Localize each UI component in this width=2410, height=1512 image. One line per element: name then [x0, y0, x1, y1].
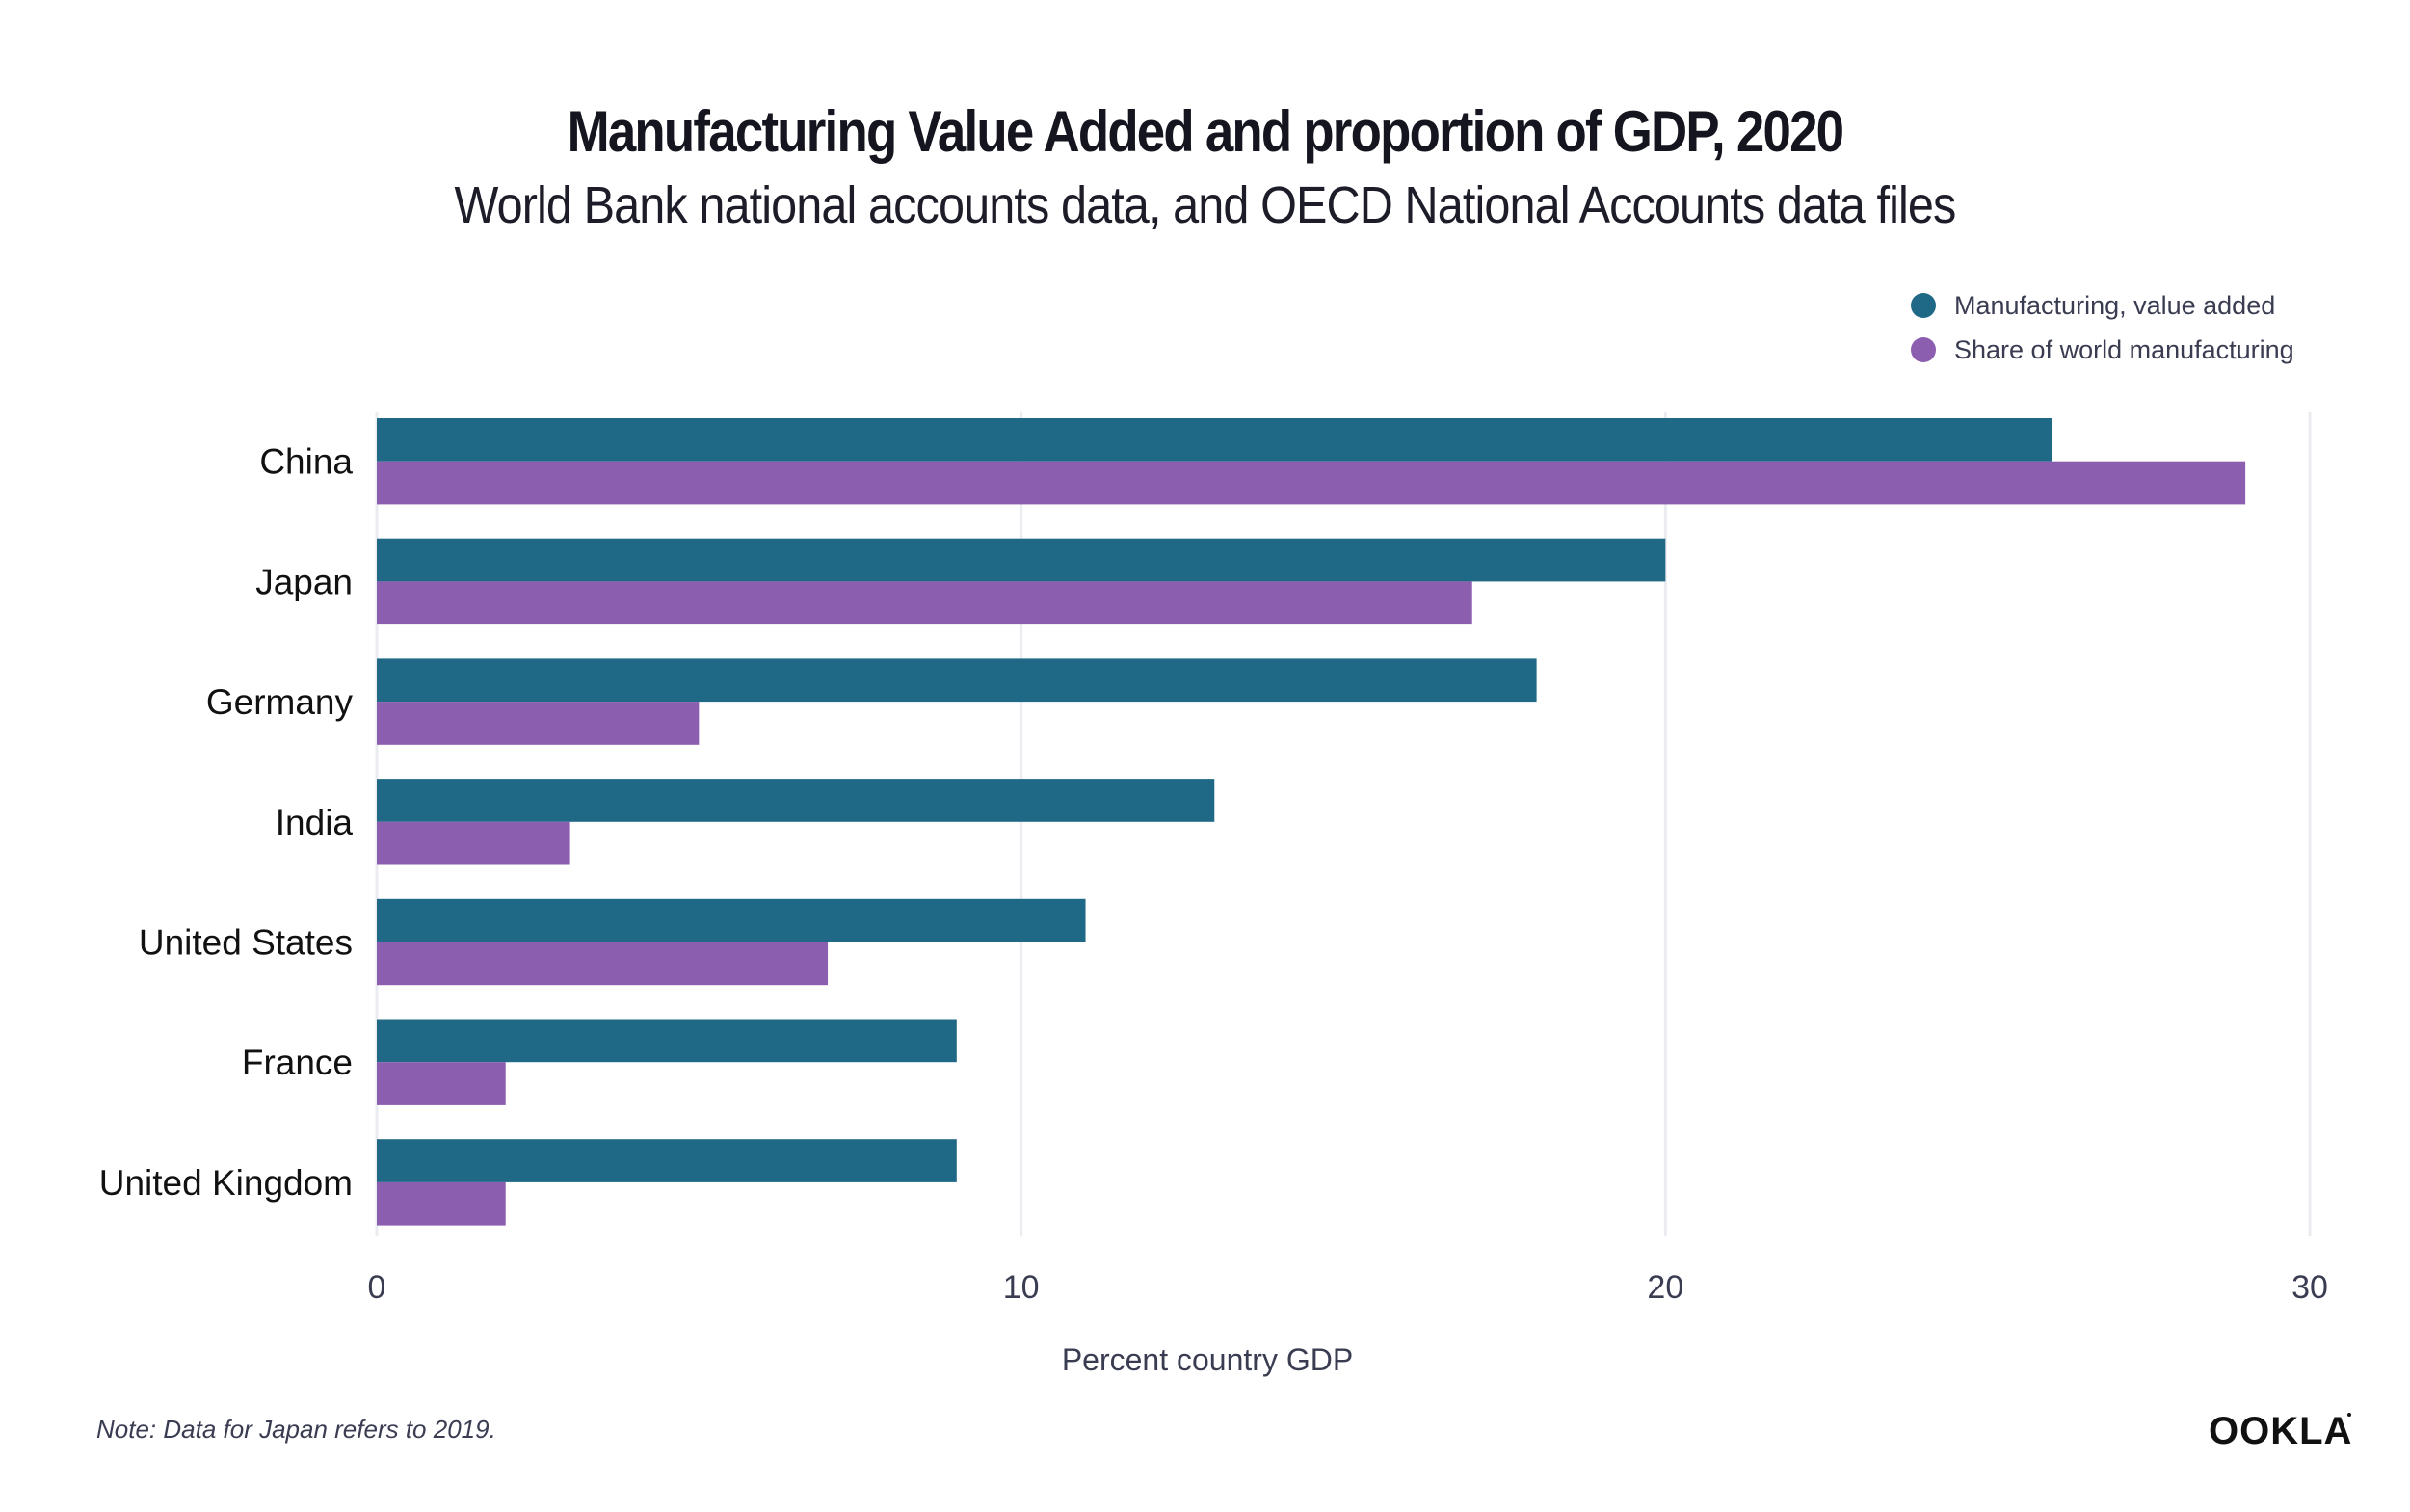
- bar-japan-series-0: [377, 538, 1666, 582]
- chart-subtitle: World Bank national accounts data, and O…: [454, 176, 1956, 234]
- x-axis-label: Percent country GDP: [1062, 1342, 1353, 1377]
- legend-item-manufacturing-value-added: Manufacturing, value added: [1911, 283, 2294, 328]
- legend-label: Share of world manufacturing: [1954, 334, 2294, 364]
- legend-swatch-icon: [1911, 293, 1936, 318]
- category-label: Japan: [255, 562, 353, 601]
- chart-title: Manufacturing Value Added and proportion…: [567, 99, 1844, 164]
- category-label: United Kingdom: [99, 1163, 353, 1203]
- bar-united-states-series-1: [377, 942, 829, 986]
- category-labels: China Japan Germany India United States Franc…: [99, 442, 354, 1203]
- bar-france-series-0: [377, 1019, 957, 1063]
- bar-germany-series-1: [377, 702, 700, 745]
- legend-item-share-of-world-manufacturing: Share of world manufacturing: [1911, 328, 2294, 372]
- bar-japan-series-1: [377, 581, 1472, 625]
- legend-label: Manufacturing, value added: [1954, 290, 2276, 320]
- bar-united-kingdom-series-1: [377, 1181, 506, 1226]
- x-tick-label: 20: [1647, 1269, 1683, 1306]
- legend: Manufacturing, value added Share of worl…: [1911, 283, 2294, 372]
- x-tick-labels: 0 10 20 30: [368, 1269, 2328, 1306]
- category-label: India: [276, 803, 354, 842]
- ookla-logo: OOKLA: [2207, 1407, 2361, 1455]
- gridlines: [375, 412, 2312, 1236]
- category-label: Germany: [206, 682, 354, 722]
- bar-france-series-1: [377, 1062, 506, 1105]
- bar-india-series-1: [377, 821, 570, 865]
- bar-india-series-0: [377, 779, 1215, 822]
- bar-united-kingdom-series-0: [377, 1139, 957, 1182]
- category-label: United States: [139, 923, 353, 963]
- bar-germany-series-0: [377, 658, 1537, 703]
- category-label: France: [242, 1043, 353, 1082]
- footnote: Note: Data for Japan refers to 2019.: [96, 1415, 496, 1444]
- ookla-logo-icon: OOKLA: [2209, 1410, 2352, 1452]
- x-tick-label: 0: [368, 1269, 386, 1306]
- bars: [377, 418, 2246, 1226]
- bar-china-series-1: [377, 461, 2246, 505]
- bar-united-states-series-0: [377, 898, 1086, 942]
- x-tick-label: 10: [1003, 1269, 1040, 1306]
- legend-swatch-icon: [1911, 337, 1936, 362]
- logo-text: OOKLA: [2209, 1410, 2352, 1450]
- category-label: China: [259, 442, 353, 482]
- x-tick-label: 30: [2291, 1269, 2328, 1306]
- bar-china-series-0: [377, 418, 2052, 462]
